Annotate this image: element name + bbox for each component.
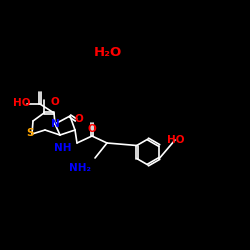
Text: NH₂: NH₂ [69,163,91,173]
Text: N: N [50,119,59,129]
Text: HO: HO [13,98,31,108]
Text: HO: HO [166,135,184,145]
Text: O: O [74,114,84,124]
Text: H₂O: H₂O [94,46,122,60]
Text: S: S [26,128,33,138]
Text: O: O [51,97,60,107]
Text: O: O [87,124,96,134]
Text: NH: NH [54,143,72,153]
